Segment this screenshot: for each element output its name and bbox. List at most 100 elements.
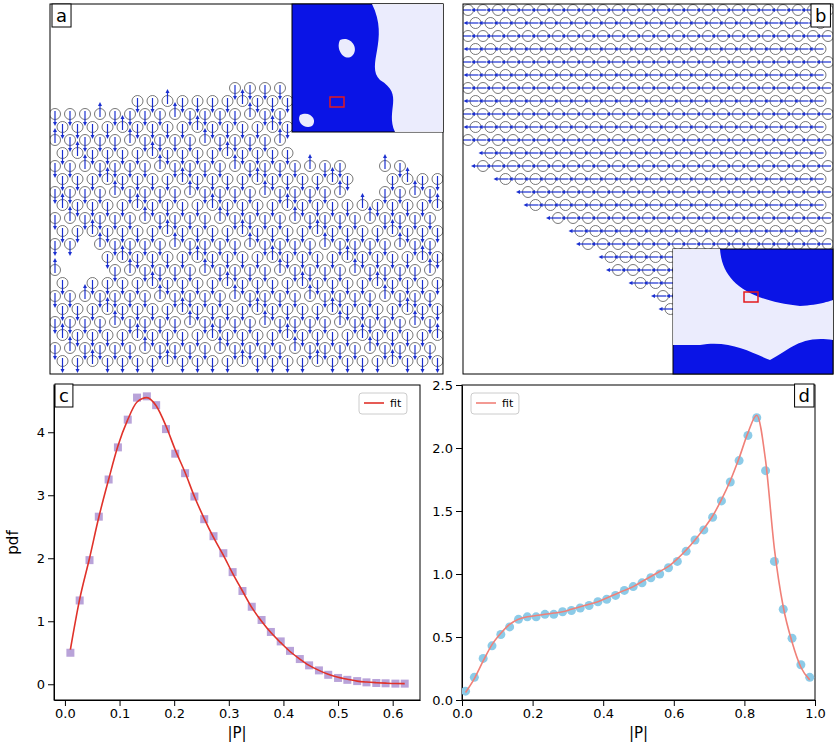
particle [117, 115, 128, 133]
particle-arrowhead [368, 206, 372, 210]
particle [387, 349, 398, 367]
particle-arrowhead [286, 161, 290, 165]
particle-arrowhead [278, 122, 282, 126]
particle [365, 336, 376, 354]
particle [486, 5, 504, 16]
particle [417, 356, 428, 374]
particle-arrowhead [263, 310, 267, 314]
particle [252, 167, 263, 185]
particle-arrowhead [226, 369, 230, 373]
particle-arrowhead [188, 180, 192, 184]
particle-arrowhead [136, 317, 140, 321]
particle [312, 219, 323, 237]
particle-arrowhead [203, 128, 207, 132]
particle-arrowhead [151, 239, 155, 243]
particle-arrowhead [181, 167, 185, 171]
particle-arrowhead [398, 330, 402, 334]
particle-arrowhead [391, 349, 395, 353]
particle-arrowhead [166, 343, 170, 347]
particle-arrowhead [226, 265, 230, 269]
particle-arrowhead [53, 356, 57, 360]
particle-arrowhead [151, 317, 155, 321]
particle-arrowhead [211, 291, 215, 295]
particle [290, 206, 301, 224]
particle [147, 271, 158, 289]
particle-arrowhead [98, 232, 102, 236]
particle-arrowhead [421, 369, 425, 373]
particle-arrowhead [338, 278, 342, 282]
particle-arrowhead [256, 135, 260, 139]
particle-arrowhead [91, 219, 95, 223]
particle-arrowhead [136, 109, 140, 113]
particle [357, 356, 368, 374]
particle-arrowhead [383, 252, 387, 256]
particle-arrowhead [331, 343, 335, 347]
particle [432, 193, 443, 211]
particle-arrowhead [98, 330, 102, 334]
particle-arrowhead [421, 291, 425, 295]
particle-arrowhead [398, 232, 402, 236]
particle-arrowhead [256, 161, 260, 165]
particle-arrowhead [143, 304, 147, 308]
particle-arrowhead [338, 304, 342, 308]
particle-arrowhead [196, 187, 200, 191]
particle-arrowhead [53, 128, 57, 132]
particle-arrowhead [436, 369, 440, 373]
particle-arrowhead [353, 330, 357, 334]
particle-arrowhead [406, 291, 410, 295]
particle-arrowhead [621, 8, 625, 12]
particle [372, 271, 383, 289]
particle-arrowhead [98, 200, 102, 204]
particle-arrowhead [606, 8, 610, 12]
particle [237, 219, 248, 237]
particle [501, 5, 519, 16]
particle-arrowhead [173, 278, 177, 282]
particle [606, 5, 624, 16]
particle [192, 356, 203, 374]
particle-arrowhead [136, 369, 140, 373]
particle-arrowhead [241, 187, 245, 191]
particle-arrowhead [113, 148, 117, 152]
particle-arrowhead [151, 343, 155, 347]
particle-arrowhead [376, 369, 380, 373]
particle-arrowhead [143, 174, 147, 178]
particle [50, 109, 61, 127]
particle-arrowhead [226, 317, 230, 321]
particle [57, 323, 68, 341]
particle-arrowhead [106, 297, 110, 301]
particle-arrowhead [241, 265, 245, 269]
particle-arrowhead [278, 304, 282, 308]
particle-arrowhead [301, 239, 305, 243]
particle [335, 310, 346, 328]
particle-arrowhead [331, 167, 335, 171]
particle-arrowhead [256, 343, 260, 347]
particle-arrowhead [436, 239, 440, 243]
particle-arrowhead [636, 8, 640, 12]
particle-arrowhead [263, 278, 267, 282]
particle-arrowhead [143, 278, 147, 282]
particle-arrowhead [68, 304, 72, 308]
particle-arrowhead [248, 304, 252, 308]
particle-arrowhead [271, 161, 275, 165]
particle-arrowhead [248, 330, 252, 334]
particle [50, 239, 61, 257]
particle [305, 284, 316, 302]
particle-arrowhead [361, 369, 365, 373]
particle-arrowhead [383, 330, 387, 334]
particle-arrowhead [188, 310, 192, 314]
particle [342, 245, 353, 263]
particle-arrowhead [361, 323, 365, 327]
particle-arrowhead [286, 369, 290, 373]
particle-arrowhead [91, 187, 95, 191]
particle-arrowhead [361, 239, 365, 243]
particle-arrowhead [361, 193, 365, 197]
particle [432, 323, 443, 341]
particle-arrowhead [323, 226, 327, 230]
particle-arrowhead [188, 278, 192, 282]
particle-arrowhead [323, 356, 327, 360]
particle-arrowhead [383, 154, 387, 158]
particle-arrowhead [218, 174, 222, 178]
particle-arrowhead [383, 200, 387, 204]
particle-arrowhead [376, 239, 380, 243]
particle-arrowhead [421, 343, 425, 347]
